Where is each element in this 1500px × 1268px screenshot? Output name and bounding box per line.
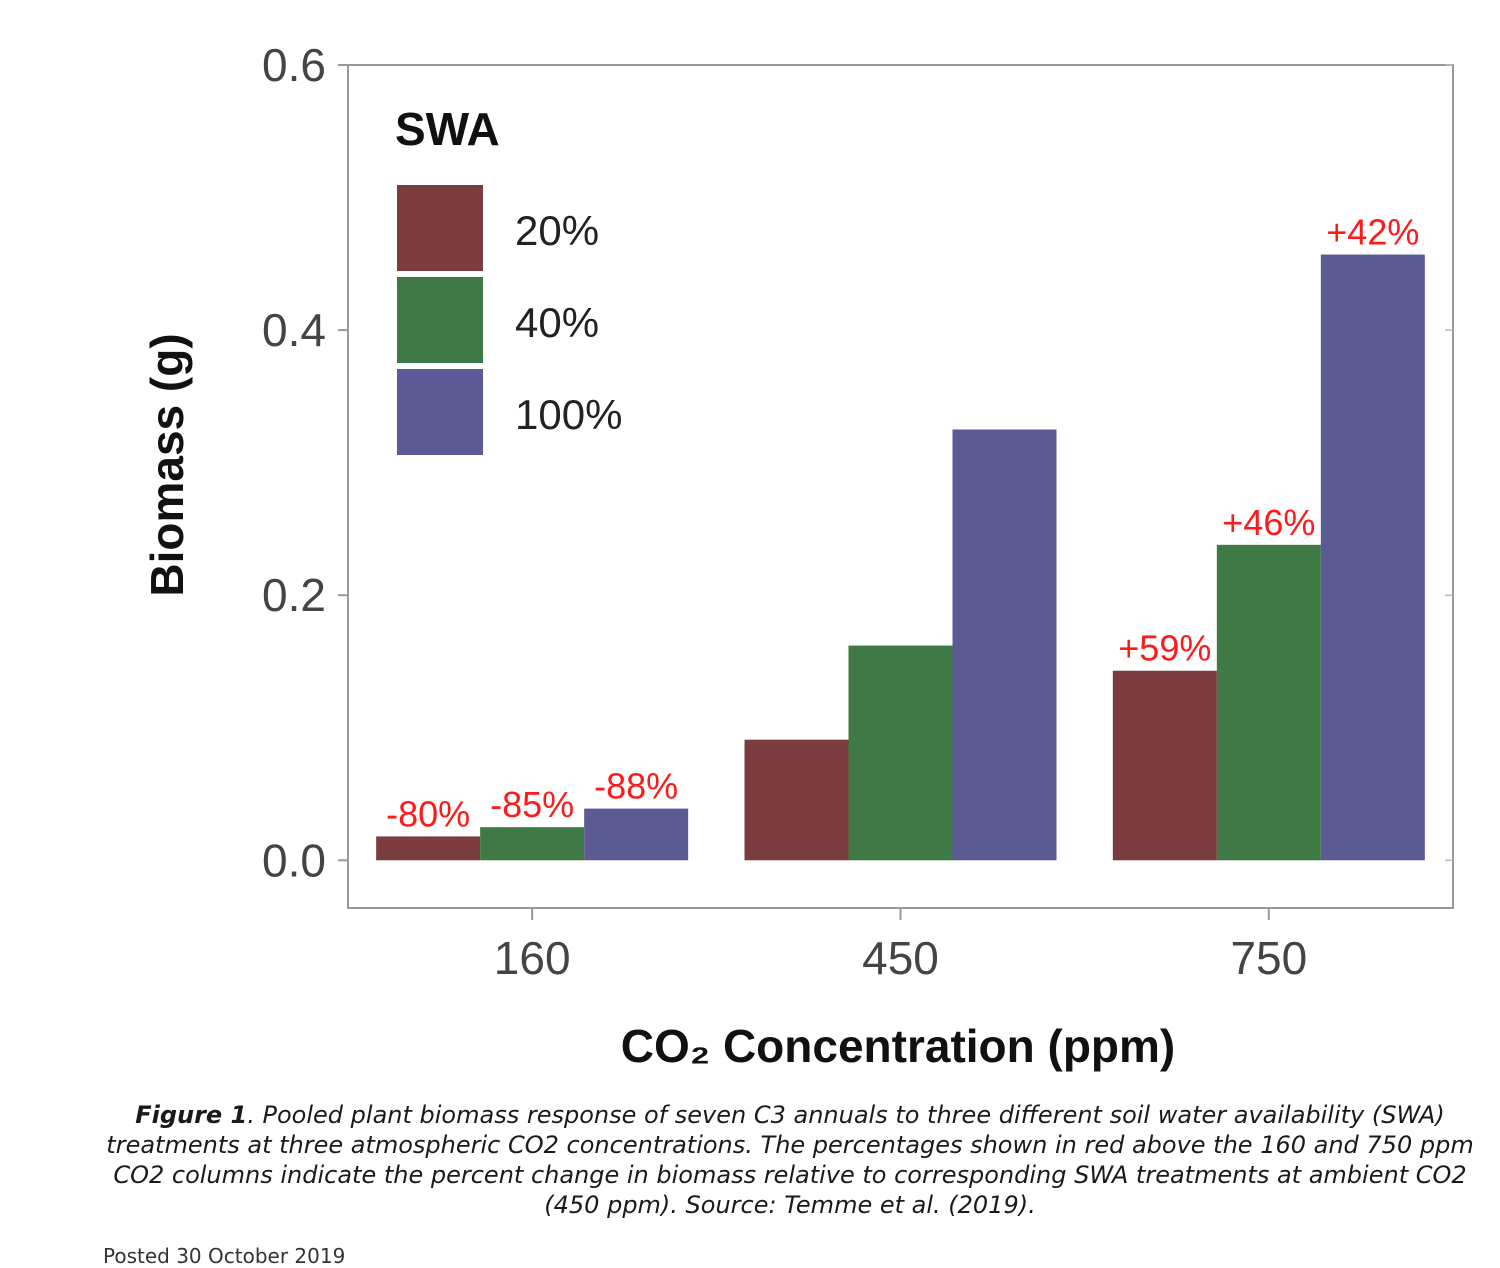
bar-data-label: -88% xyxy=(594,766,678,807)
biomass-bar-chart: 0.0 0.2 0.4 0.6 160 450 750 -80% -85% -88% +59% +… xyxy=(141,39,1454,1072)
x-tick-label: 750 xyxy=(1230,932,1307,984)
bar xyxy=(584,808,689,861)
bar-data-label: +46% xyxy=(1222,502,1315,543)
posted-date: Posted 30 October 2019 xyxy=(103,1244,346,1268)
bar xyxy=(952,429,1057,861)
legend-title: SWA xyxy=(395,103,500,155)
bar-labels: -80% -85% -88% +59% +46% +42% xyxy=(386,212,1419,835)
figure-label: Figure 1 xyxy=(135,1101,248,1129)
y-tick-label: 0.6 xyxy=(262,39,326,91)
figure-caption: Figure 1. Pooled plant biomass response … xyxy=(100,1100,1480,1220)
bar xyxy=(848,645,953,861)
x-axis-label: CO₂ Concentration (ppm) xyxy=(621,1020,1176,1072)
bar-data-label: -85% xyxy=(490,784,574,825)
legend: SWA 20% 40% 100% xyxy=(395,103,622,455)
legend-swatch xyxy=(397,185,483,271)
y-axis-label: Biomass (g) xyxy=(141,333,193,596)
legend-swatch xyxy=(397,369,483,455)
bar-data-label: -80% xyxy=(386,793,470,834)
bar-data-label: +59% xyxy=(1118,628,1211,669)
x-axis: 160 450 750 xyxy=(494,908,1307,984)
legend-label: 40% xyxy=(515,299,599,346)
caption-text: . Pooled plant biomass response of seven… xyxy=(106,1101,1474,1219)
y-tick-label: 0.4 xyxy=(262,304,326,356)
y-tick-label: 0.2 xyxy=(262,569,326,621)
bar xyxy=(744,739,849,861)
bar xyxy=(1216,544,1321,861)
bar xyxy=(1112,670,1217,861)
bar-data-label: +42% xyxy=(1326,212,1419,253)
bars xyxy=(376,254,1425,861)
y-axis: 0.0 0.2 0.4 0.6 xyxy=(262,39,1453,886)
y-tick-label: 0.0 xyxy=(262,834,326,886)
x-tick-label: 450 xyxy=(862,932,939,984)
legend-label: 100% xyxy=(515,391,622,438)
bar xyxy=(480,827,585,861)
bar xyxy=(1320,254,1425,861)
legend-label: 20% xyxy=(515,207,599,254)
bar xyxy=(376,836,481,861)
x-tick-label: 160 xyxy=(494,932,571,984)
legend-swatch xyxy=(397,277,483,363)
